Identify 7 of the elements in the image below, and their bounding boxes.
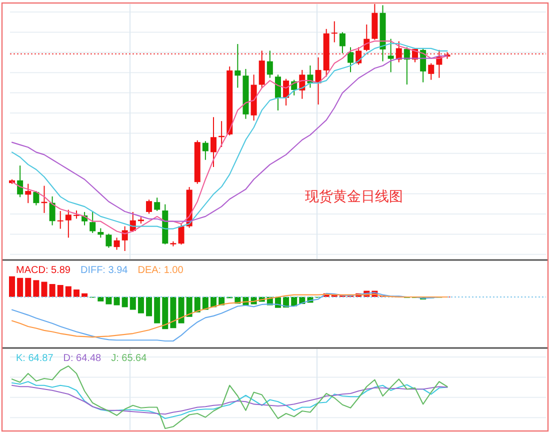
text: DIFF: 3.94 [80, 265, 128, 276]
text: D: 64.48 [63, 353, 102, 364]
text: DEA: 1.00 [138, 265, 184, 276]
text: 现货黄金日线图 [305, 188, 403, 204]
series-label: K: 64.87 [16, 353, 54, 364]
text: J: 65.64 [111, 353, 148, 364]
series-label: MACD: 5.89 [16, 265, 71, 276]
